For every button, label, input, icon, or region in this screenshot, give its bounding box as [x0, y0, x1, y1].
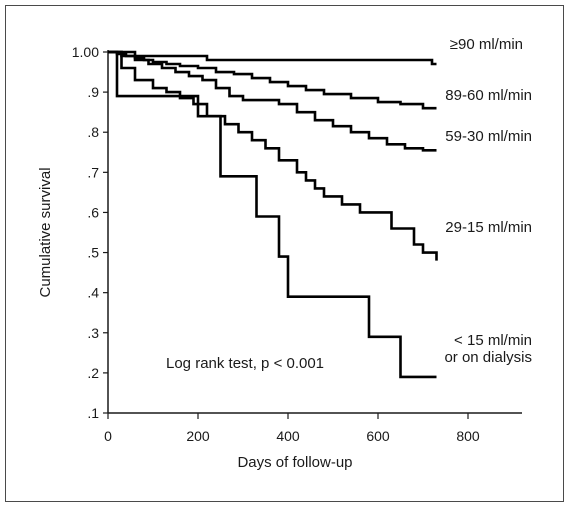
survival-curve — [108, 50, 437, 110]
y-tick-label: 1.00 — [72, 44, 99, 60]
series-label-line: 89-60 ml/min — [445, 87, 532, 104]
series-label-line: < 15 ml/min — [454, 332, 532, 349]
x-tick-label: 200 — [186, 428, 210, 444]
y-axis-title: Cumulative survival — [37, 167, 54, 297]
series-label: 29-15 ml/min — [445, 219, 532, 236]
y-tick-label: .1 — [87, 405, 99, 421]
x-tick-label: 800 — [456, 428, 480, 444]
series-layer — [108, 50, 438, 379]
survival-curve — [108, 50, 437, 379]
survival-curve — [108, 50, 438, 261]
y-tick-label: .8 — [87, 124, 99, 140]
x-tick-label: 400 — [276, 428, 300, 444]
labels-layer: ≥90 ml/min 89-60 ml/min 59-30 ml/min 29-15 … — [444, 36, 532, 366]
y-tick-label: .9 — [87, 84, 99, 100]
x-tick-label: 0 — [104, 428, 112, 444]
series-label: 59-30 ml/min — [445, 128, 532, 145]
series-label-line: ≥90 ml/min — [450, 36, 523, 53]
y-tick-label: .3 — [87, 325, 99, 341]
survival-curve — [108, 50, 437, 66]
x-tick-label: 600 — [366, 428, 390, 444]
series-label-line: 59-30 ml/min — [445, 128, 532, 145]
survival-curve — [108, 50, 437, 152]
y-tick-label: .5 — [87, 245, 99, 261]
series-label: < 15 ml/min or on dialysis — [444, 332, 532, 366]
series-label-line: or on dialysis — [444, 349, 532, 366]
series-label: ≥90 ml/min — [450, 36, 523, 53]
log-rank-annotation: Log rank test, p < 0.001 — [166, 355, 324, 372]
y-tick-label: .2 — [87, 365, 99, 381]
series-label: 89-60 ml/min — [445, 87, 532, 104]
x-axis-title: Days of follow-up — [237, 454, 352, 471]
series-label-line: 29-15 ml/min — [445, 219, 532, 236]
chart-frame — [5, 5, 564, 502]
y-tick-label: .4 — [87, 285, 99, 301]
y-tick-label: .6 — [87, 204, 99, 220]
axes: 1.00 .9 .8 .7 .6 .5 .4 .3 .2 .1 0 200 400 600 800 — [72, 44, 522, 444]
y-tick-label: .7 — [87, 164, 99, 180]
